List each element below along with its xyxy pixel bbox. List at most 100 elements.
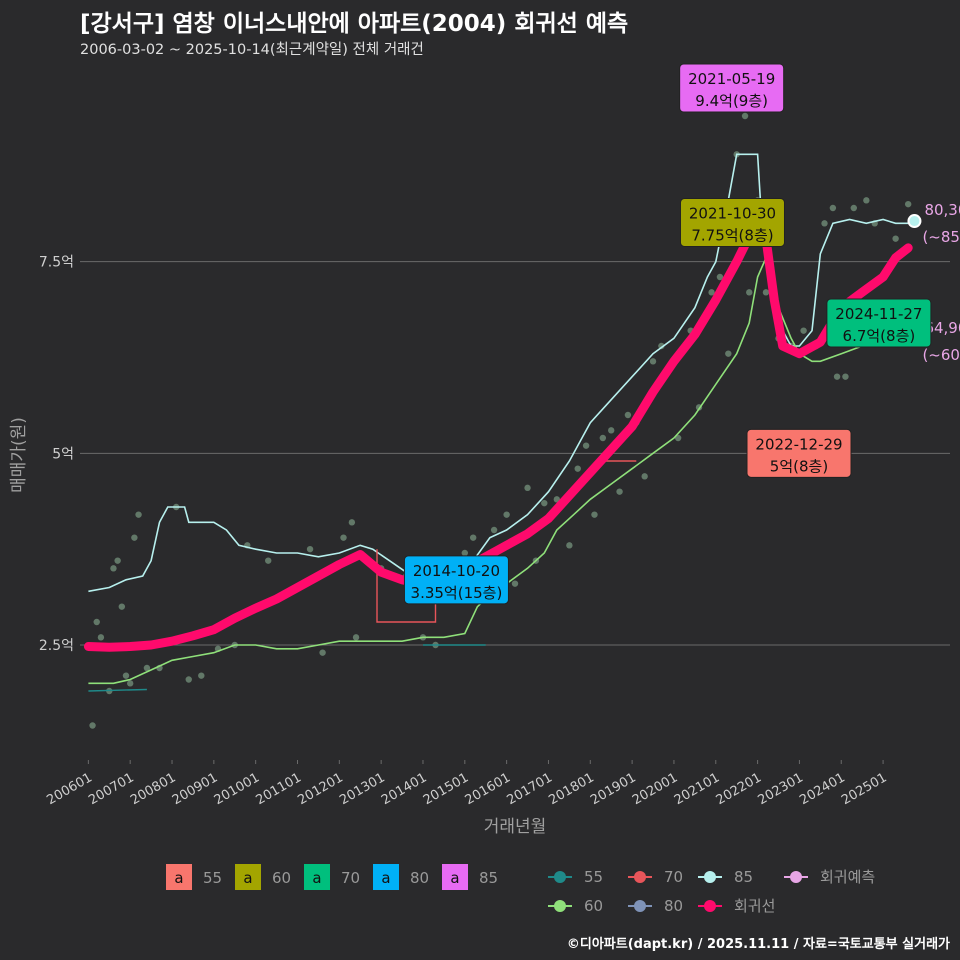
annotation-box: [826, 298, 932, 348]
x-tick-label: 202001: [630, 770, 680, 808]
forecast-area-label: (~60㎡): [922, 346, 960, 364]
legend-line-marker: [554, 871, 566, 883]
x-tick-label: 200601: [44, 770, 94, 808]
regression-line: [83, 215, 913, 652]
transaction-point: [833, 373, 841, 380]
annotation-box: [746, 428, 852, 478]
x-tick-label: 202301: [755, 770, 805, 808]
x-tick-label: 202501: [839, 770, 889, 808]
transaction-point: [716, 273, 724, 281]
transaction-point: [524, 484, 531, 492]
transaction-point: [591, 511, 598, 518]
transaction-point: [649, 358, 657, 365]
transaction-point: [599, 434, 607, 442]
transaction-point: [135, 511, 142, 518]
y-tick-label: 2.5억: [39, 638, 74, 654]
transaction-point: [348, 519, 356, 526]
forecast-point-85: [907, 214, 922, 229]
transaction-point: [850, 204, 857, 212]
legend-label-text: 85: [479, 869, 498, 887]
legend-line-text: 80: [664, 897, 683, 915]
legend-label-text: 70: [341, 869, 360, 887]
annotation-price: 7.75억(8층): [691, 227, 773, 245]
series-line-60: [88, 255, 909, 685]
x-tick-label: 201301: [337, 770, 387, 808]
x-tick-label: 200701: [86, 770, 136, 808]
transaction-point: [674, 434, 682, 442]
transaction-point: [608, 427, 615, 434]
legend-label-text: 60: [272, 869, 291, 887]
transaction-point: [616, 488, 623, 495]
transaction-point: [97, 634, 105, 641]
x-tick-label: 201501: [421, 770, 471, 808]
transaction-point: [352, 634, 360, 641]
annotation-date: 2021-10-30: [689, 205, 776, 223]
transaction-point: [306, 545, 314, 553]
transaction-point: [741, 112, 749, 120]
x-tick-label: 201401: [379, 770, 429, 808]
transaction-point: [725, 350, 732, 357]
transaction-point: [904, 200, 912, 208]
y-tick-label: 5억: [52, 446, 74, 462]
x-tick-label: 201701: [505, 770, 555, 808]
series-line-85: [88, 153, 909, 593]
x-tick-label: 202101: [672, 770, 722, 808]
legend-label-glyph: a: [243, 869, 252, 887]
transaction-point: [863, 197, 870, 204]
transaction-point: [118, 603, 126, 610]
legend-line-marker: [634, 871, 646, 883]
transaction-point: [93, 618, 100, 626]
transaction-point: [842, 373, 849, 380]
transaction-point: [131, 534, 138, 541]
legend-label-glyph: a: [450, 869, 459, 887]
transaction-point: [143, 664, 151, 672]
series-line-55: [88, 688, 147, 692]
transaction-point: [892, 235, 899, 242]
transaction-point: [319, 649, 326, 656]
transaction-point: [800, 327, 807, 334]
y-tick-label: 7.5억: [39, 255, 74, 271]
forecast-value-label: 64,900: [924, 319, 960, 337]
x-tick-label: 201601: [463, 770, 513, 808]
transaction-point: [185, 676, 192, 683]
legend-label-glyph: a: [174, 869, 183, 887]
transaction-point: [126, 680, 134, 687]
transaction-point: [469, 534, 477, 541]
forecast-value-label: 80,300: [924, 201, 960, 219]
transaction-point: [574, 465, 581, 472]
x-tick-label: 202201: [714, 770, 764, 808]
x-tick-label: 201201: [295, 770, 345, 808]
annotation-box: [403, 555, 509, 605]
transaction-point: [566, 542, 573, 549]
legend-line-text: 70: [664, 868, 683, 886]
annotation-price: 5억(8층): [770, 457, 828, 475]
transaction-point: [746, 289, 753, 296]
legend-label-key-70: [304, 864, 330, 890]
transaction-point: [541, 499, 548, 507]
legend-label-key-55: [166, 864, 192, 890]
legend-label-key-80: [373, 864, 399, 890]
transaction-point: [821, 220, 828, 227]
transaction-point: [490, 526, 498, 534]
legend-line-marker: [704, 900, 716, 912]
annotation-price: 9.4억(9층): [695, 92, 768, 110]
annotation-date: 2021-05-19: [688, 70, 775, 88]
legend-line-text: 회귀선: [734, 897, 775, 915]
transaction-point: [110, 565, 117, 572]
transaction-point: [340, 534, 347, 541]
x-tick-label: 200801: [128, 770, 178, 808]
legend-line-marker: [554, 900, 566, 912]
chart-subtitle: 2006-03-02 ~ 2025-10-14(최근계약일) 전체 거래건: [80, 42, 424, 58]
y-axis-title: 매매가(원): [9, 417, 29, 493]
legend-line-text: 85: [734, 868, 753, 886]
x-tick-label: 201901: [588, 770, 638, 808]
x-axis-title: 거래년월: [484, 817, 547, 837]
annotation-price: 3.35억(15층): [411, 584, 503, 602]
transaction-point: [461, 549, 469, 557]
transaction-point: [624, 411, 632, 419]
legend-label-glyph: a: [381, 869, 390, 887]
annotation-price: 6.7억(8층): [843, 327, 916, 345]
transaction-point: [641, 473, 648, 480]
transaction-point: [829, 204, 837, 212]
